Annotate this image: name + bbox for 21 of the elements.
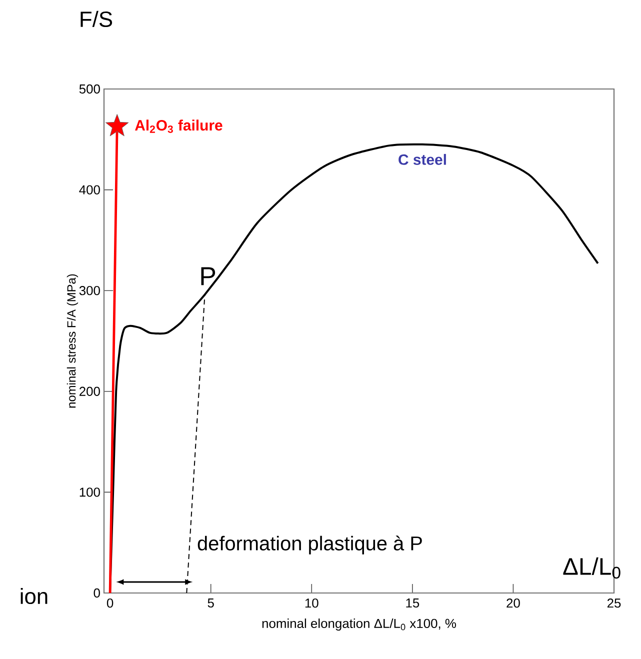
x-tick-label: 20: [506, 598, 520, 608]
y-tick-label: 500: [79, 84, 100, 94]
text: ion: [20, 588, 48, 604]
annotation: deformation plastique à P: [198, 536, 422, 554]
x-tick-label: 0: [106, 598, 114, 608]
y-tick-label: 0: [94, 588, 100, 598]
y-tick-label: 100: [80, 488, 100, 497]
annotation: P: [201, 267, 216, 286]
y-tick-label: 200: [80, 386, 100, 396]
annotation: ΔL/L$_{0}$: [563, 557, 620, 579]
y-tick-label: 400: [79, 185, 100, 194]
series-label: Al$_{2}$O$_{3}$ failure: [135, 120, 222, 133]
y-tick-label: 300: [79, 286, 100, 296]
x-tick-label: 10: [305, 598, 318, 608]
y-axis-title: nominal stress F/A (MPa): [66, 274, 78, 408]
x-tick-label: 15: [406, 598, 420, 608]
x-axis-title: nominal elongation ΔL/L$_{0}$ x100, %: [262, 618, 456, 631]
x-tick-label: 5: [208, 598, 214, 608]
series-label: C steel: [398, 154, 446, 165]
text: F/S: [80, 10, 112, 28]
x-tick-label: 25: [607, 598, 621, 608]
